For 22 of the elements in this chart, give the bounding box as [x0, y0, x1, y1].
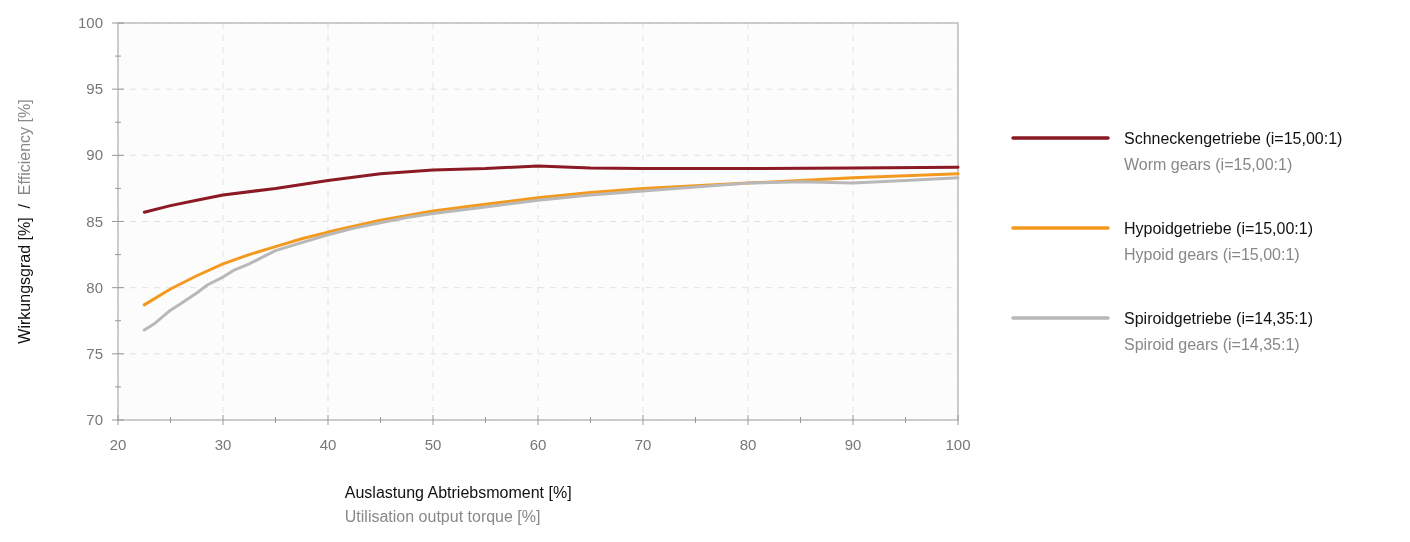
x-tick-label: 60: [529, 436, 547, 453]
text: Hypoidgetriebe (i=15,00:1) Hypoid gears (i=15,00:1): [1124, 220, 1314, 263]
y-tick-label: 75: [86, 344, 103, 362]
text: Spiroidgetriebe (i=14,35:1) Spiroid gears (i=14,35:1): [1124, 310, 1314, 353]
y-tick-label: 70: [86, 411, 103, 428]
y-tick-label: 80: [86, 278, 103, 296]
y-tick-label: 85: [86, 212, 103, 230]
x-tick-label: 70: [634, 436, 652, 453]
y-tick-label: 90: [86, 146, 103, 164]
x-tick-label: 80: [739, 436, 757, 453]
x-tick-label: 90: [844, 436, 862, 453]
x-tick-label: 50: [424, 436, 442, 453]
text: Schneckengetriebe (i=15,00:1) Worm gears (i=15,00:1): [1124, 130, 1343, 173]
x-tick-label: 30: [214, 436, 232, 453]
y-tick-label: 95: [86, 80, 103, 98]
y-axis-title: Wirkungsgrad [%] / Efficiency [%]: [16, 99, 33, 344]
x-axis-title: Auslastung Abtriebsmoment [%] Utilisation output torque [%]: [344, 484, 572, 525]
y-tick-label: 100: [77, 14, 103, 31]
x-tick-label: 20: [109, 436, 127, 453]
x-tick-label: 100: [945, 436, 971, 453]
line-series: [142, 164, 960, 214]
x-tick-label: 40: [319, 436, 337, 453]
